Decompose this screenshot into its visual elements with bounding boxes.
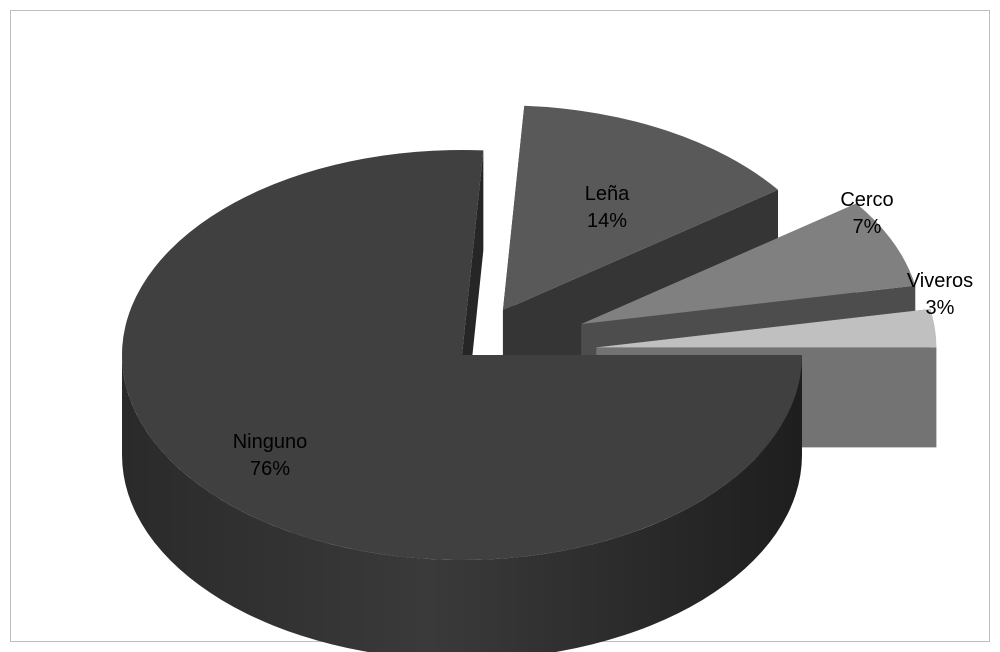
pie-slice-top bbox=[581, 203, 916, 325]
slice-percent-viveros: 3% bbox=[926, 297, 955, 319]
slice-percent-cerco: 7% bbox=[853, 216, 882, 238]
slice-label-viveros: Viveros bbox=[907, 270, 973, 292]
pie-slice-top bbox=[122, 149, 802, 560]
slice-percent-ninguno: 76% bbox=[250, 458, 290, 480]
pie-slice-ninguno bbox=[122, 149, 802, 652]
slice-label-ninguno: Ninguno bbox=[233, 431, 308, 453]
pie-slice-top bbox=[596, 308, 937, 348]
slice-label-cerco: Cerco bbox=[840, 189, 893, 211]
pie-slice-top bbox=[502, 105, 779, 311]
pie-slice-rim bbox=[122, 355, 802, 652]
slice-percent-lena: 14% bbox=[587, 210, 627, 232]
slice-label-lena: Leña bbox=[585, 183, 630, 205]
